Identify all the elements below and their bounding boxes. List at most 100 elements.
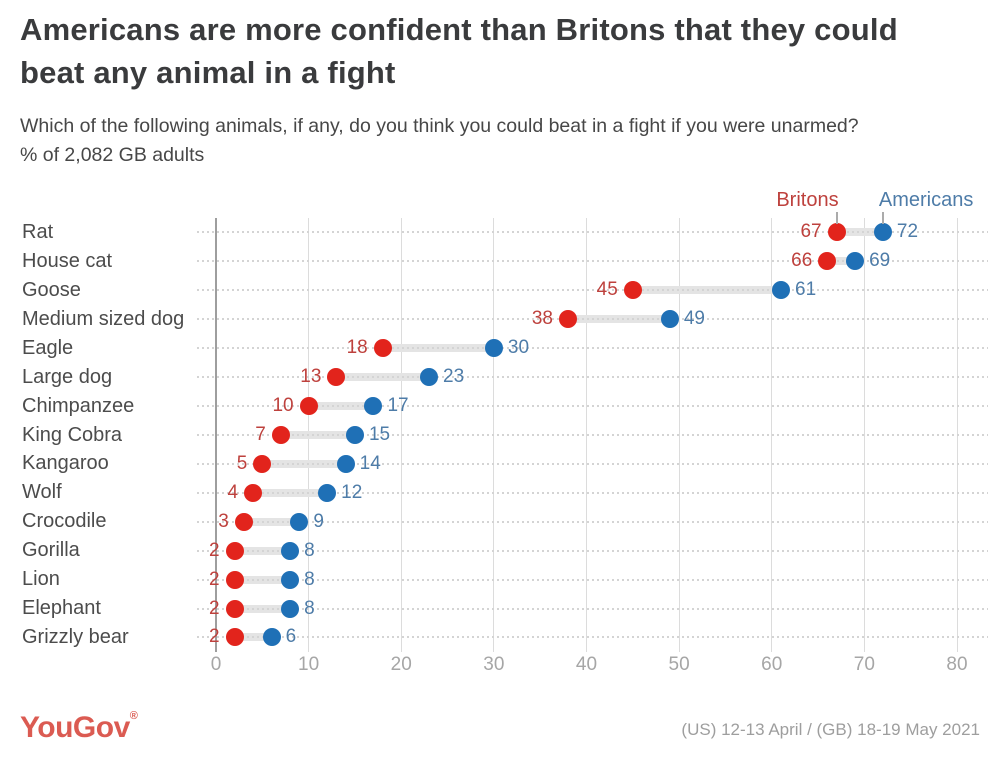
american-dot	[484, 339, 503, 358]
american-dot	[420, 368, 439, 387]
american-dot	[281, 541, 300, 560]
registered-trademark-icon: ®	[129, 710, 138, 722]
legend-americans-label: Americans	[878, 189, 974, 211]
row-gridline	[197, 289, 988, 292]
briton-value: 5	[236, 452, 248, 474]
briton-dot	[225, 599, 244, 618]
briton-dot	[225, 628, 244, 647]
briton-dot	[271, 425, 290, 444]
briton-dot	[225, 570, 244, 589]
category-label-king-cobra: King Cobra	[22, 423, 123, 446]
row-gridline	[197, 462, 988, 465]
category-label-wolf: Wolf	[22, 481, 62, 504]
category-label-grizzly-bear: Grizzly bear	[22, 626, 129, 649]
category-label-large-dog: Large dog	[22, 365, 113, 388]
briton-dot	[558, 310, 577, 329]
briton-value: 13	[300, 366, 322, 388]
briton-value: 66	[791, 250, 813, 272]
american-value: 15	[368, 423, 391, 445]
yougov-logo: YouGov®	[20, 710, 138, 745]
american-dot	[364, 397, 383, 416]
american-value: 23	[443, 366, 465, 388]
x-axis-tick-label: 20	[390, 654, 412, 675]
category-label-rat: Rat	[22, 221, 54, 243]
briton-dot	[253, 454, 272, 473]
american-value: 12	[341, 481, 363, 503]
american-dot	[660, 310, 679, 329]
american-dot	[873, 223, 892, 242]
american-value: 6	[285, 626, 297, 648]
row-gridline	[197, 260, 988, 263]
legend-americans-tick	[881, 212, 884, 224]
category-label-eagle: Eagle	[22, 336, 74, 359]
row-gridline	[197, 520, 988, 523]
briton-value: 18	[346, 337, 368, 359]
chart-title: Americans are more confident than Briton…	[20, 12, 898, 90]
briton-dot	[373, 339, 392, 358]
briton-value: 7	[255, 423, 266, 445]
x-axis-tick-label: 0	[210, 654, 222, 675]
briton-dot	[299, 397, 318, 416]
category-label-elephant: Elephant	[22, 597, 101, 620]
american-value: 14	[359, 452, 381, 474]
briton-dot	[234, 512, 253, 531]
american-dot	[262, 628, 281, 647]
row-gridline	[197, 376, 988, 379]
row-gridline	[197, 607, 988, 610]
american-value: 17	[387, 395, 409, 417]
briton-value: 2	[208, 626, 220, 648]
briton-dot	[327, 368, 346, 387]
category-label-lion: Lion	[22, 568, 60, 591]
american-dot	[290, 512, 309, 531]
american-value: 61	[795, 279, 817, 301]
american-value: 72	[896, 221, 919, 243]
briton-value: 38	[531, 308, 553, 330]
x-axis-tick-label: 30	[483, 654, 505, 675]
american-dot	[281, 570, 300, 589]
briton-dot	[818, 252, 837, 271]
american-value: 49	[683, 308, 705, 330]
american-value: 8	[304, 597, 315, 619]
briton-value: 10	[272, 395, 294, 417]
american-dot	[281, 599, 300, 618]
briton-value: 45	[596, 279, 618, 301]
category-label-chimpanzee: Chimpanzee	[22, 394, 135, 417]
row-gridline	[197, 318, 988, 321]
american-dot	[318, 483, 337, 502]
x-axis-tick-label: 40	[575, 654, 598, 675]
yougov-logo-text: YouGov	[20, 711, 130, 744]
category-label-kangaroo: Kangaroo	[22, 452, 109, 475]
sample-size-note: % of 2,082 GB adults	[20, 144, 205, 166]
american-value: 9	[313, 510, 324, 532]
briton-value: 2	[208, 568, 220, 590]
briton-dot	[827, 223, 846, 242]
briton-dot	[623, 281, 642, 300]
briton-value: 3	[218, 510, 229, 532]
x-axis-tick-label: 50	[668, 654, 690, 675]
x-axis-tick-label: 10	[298, 654, 320, 675]
x-axis-tick-label: 70	[853, 654, 875, 675]
fieldwork-dates: (US) 12-13 April / (GB) 18-19 May 2021	[681, 720, 980, 739]
x-axis-tick-label: 80	[946, 654, 968, 675]
american-value: 30	[507, 337, 530, 359]
briton-value: 2	[208, 597, 220, 619]
chart-subtitle: Which of the following animals, if any, …	[20, 115, 859, 137]
american-value: 8	[304, 539, 315, 561]
x-axis-tick-label: 60	[761, 654, 783, 675]
briton-value: 4	[227, 481, 239, 503]
category-label-crocodile: Crocodile	[22, 510, 107, 533]
row-gridline	[197, 636, 988, 639]
briton-dot	[225, 541, 244, 560]
row-gridline	[197, 347, 988, 350]
american-dot	[345, 425, 364, 444]
category-label-medium-sized-dog: Medium sized dog	[22, 307, 185, 330]
american-dot	[846, 252, 865, 271]
row-gridline	[197, 549, 988, 552]
category-label-goose: Goose	[22, 278, 81, 301]
american-value: 69	[869, 250, 891, 272]
row-gridline	[197, 578, 988, 581]
row-gridline	[197, 433, 988, 436]
category-label-gorilla: Gorilla	[22, 539, 80, 562]
